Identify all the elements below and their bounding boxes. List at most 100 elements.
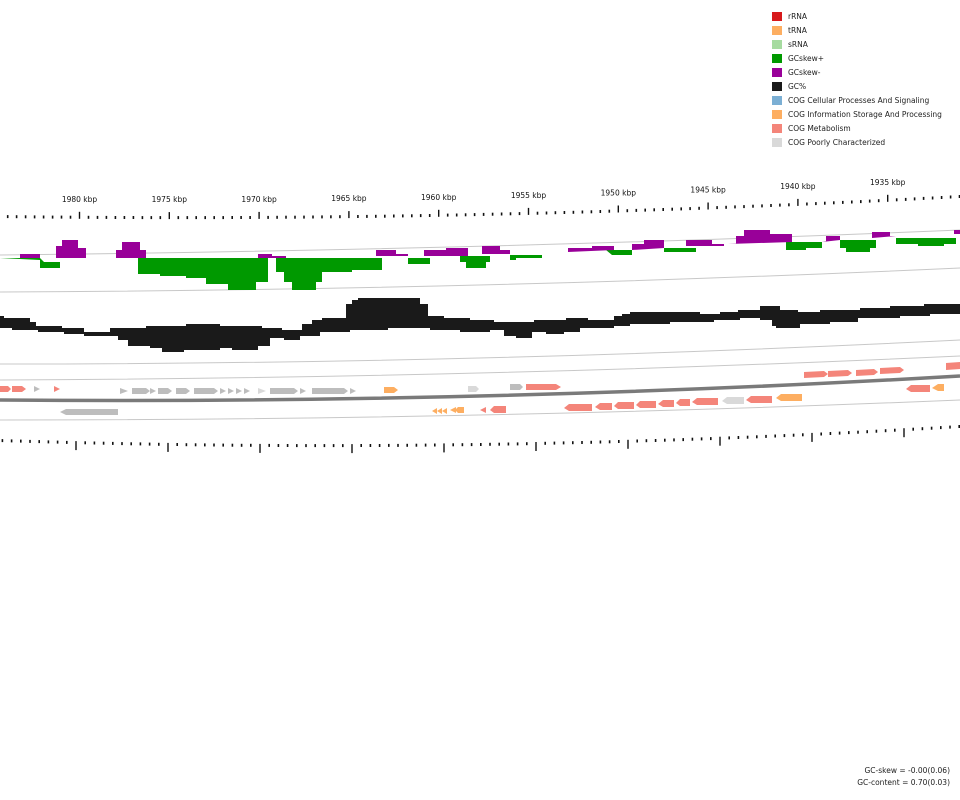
gc-content-stat: GC-content = 0.70(0.03) <box>857 778 950 787</box>
gc-skew-negative-area <box>20 230 960 258</box>
legend-label: GCskew- <box>788 67 821 77</box>
cog-metabolism-gene <box>0 386 11 392</box>
reverse-strand-features <box>60 384 944 415</box>
legend-item-cog-information: COG Information Storage And Processing <box>772 107 942 121</box>
kbp-label: 1935 kbp <box>870 178 906 187</box>
top-scale-ticks <box>6 194 960 220</box>
legend-swatch <box>772 123 782 133</box>
cog-poor-gene <box>194 388 218 394</box>
legend-swatch <box>772 109 782 119</box>
legend-item-srna: sRNA <box>772 37 942 51</box>
genome-stats: GC-skew = -0.00(0.06) GC-content = 0.70(… <box>857 766 950 790</box>
cog-metabolism-gene <box>804 371 828 378</box>
cog-poor-gene <box>244 388 250 394</box>
cog-poor-gene <box>236 388 242 394</box>
legend-swatch <box>772 39 782 49</box>
cog-poor-gene <box>34 386 40 392</box>
cog-metabolism-gene <box>906 385 930 392</box>
cog-metabolism-gene <box>692 398 718 405</box>
cog-metabolism-gene <box>54 386 60 392</box>
cog-metabolism-gene <box>636 401 656 408</box>
cog-poor-gene <box>468 386 479 392</box>
legend-item-cog-metabolism: COG Metabolism <box>772 121 942 135</box>
cog-metabolism-gene <box>658 400 674 407</box>
legend-item-gcskew-pos: GCskew+ <box>772 51 942 65</box>
gc-skew-stat: GC-skew = -0.00(0.06) <box>864 766 951 775</box>
kbp-label: 1940 kbp <box>780 182 816 191</box>
legend-swatch <box>772 67 782 77</box>
legend-swatch <box>772 137 782 147</box>
kbp-label: 1980 kbp <box>62 195 98 204</box>
cog-metabolism-gene <box>614 402 634 409</box>
gc-skew-positive-area <box>0 238 956 290</box>
cog-poor-gene <box>176 388 190 394</box>
kbp-label: 1975 kbp <box>152 195 188 204</box>
cog-info-gene <box>384 387 398 393</box>
legend-item-gc-percent: GC% <box>772 79 942 93</box>
cog-info-gene <box>432 408 437 414</box>
track-guide-line <box>0 399 960 421</box>
cog-poor-gene <box>258 388 266 394</box>
legend-label: sRNA <box>788 39 808 49</box>
forward-strand-features <box>0 362 960 394</box>
cog-metabolism-gene <box>746 396 772 403</box>
legend: rRNA tRNA sRNA GCskew+ GCskew- GC% COG C… <box>772 9 942 149</box>
cog-info-gene <box>437 408 442 414</box>
cog-metabolism-gene <box>490 406 506 413</box>
cog-poor-gene <box>158 388 172 394</box>
cog-info-gene <box>450 407 456 413</box>
cog-poor-gene <box>150 388 156 394</box>
track-guide-line <box>0 355 960 381</box>
kbp-label: 1970 kbp <box>241 195 277 204</box>
legend-swatch <box>772 95 782 105</box>
cog-poor-gene <box>220 388 226 394</box>
cog-poor-gene <box>60 409 118 415</box>
legend-item-rrna: rRNA <box>772 9 942 23</box>
legend-item-cog-cellular: COG Cellular Processes And Signaling <box>772 93 942 107</box>
cog-metabolism-gene <box>880 367 904 374</box>
kbp-axis-labels: 1980 kbp 1975 kbp 1970 kbp 1965 kbp 1960 kbp… <box>62 178 906 204</box>
cog-poor-gene <box>510 384 523 390</box>
cog-poor-gene <box>722 397 744 404</box>
gc-content-area <box>0 298 960 352</box>
cog-metabolism-gene <box>676 399 690 406</box>
legend-item-trna: tRNA <box>772 23 942 37</box>
legend-label: COG Information Storage And Processing <box>788 109 942 119</box>
kbp-label: 1960 kbp <box>421 193 457 202</box>
genome-backbone <box>0 374 960 403</box>
legend-swatch <box>772 11 782 21</box>
cog-metabolism-gene <box>480 407 486 413</box>
cog-metabolism-gene <box>946 362 960 370</box>
cog-metabolism-gene <box>12 386 26 392</box>
track-guide-line <box>0 339 960 365</box>
legend-label: COG Poorly Characterized <box>788 137 886 147</box>
cog-info-gene <box>442 408 447 414</box>
legend-label: GC% <box>788 81 807 91</box>
cog-poor-gene <box>350 388 356 394</box>
legend-item-cog-poor: COG Poorly Characterized <box>772 135 942 149</box>
legend-label: GCskew+ <box>788 53 825 63</box>
legend-swatch <box>772 53 782 63</box>
cog-poor-gene <box>120 388 128 394</box>
kbp-label: 1945 kbp <box>690 186 726 195</box>
kbp-label: 1950 kbp <box>601 189 637 198</box>
cog-metabolism-gene <box>526 384 561 390</box>
track-guide-line <box>0 267 960 293</box>
legend-label: COG Cellular Processes And Signaling <box>788 95 930 105</box>
legend-swatch <box>772 81 782 91</box>
legend-label: COG Metabolism <box>788 123 851 133</box>
cog-poor-gene <box>228 388 234 394</box>
kbp-label: 1955 kbp <box>511 191 547 200</box>
cog-metabolism-gene <box>595 403 612 410</box>
bottom-scale-ticks <box>1 425 960 454</box>
cog-poor-gene <box>132 388 150 394</box>
cog-poor-gene <box>312 388 348 394</box>
cog-info-gene <box>776 394 802 401</box>
cog-info-gene <box>455 407 464 413</box>
cog-poor-gene <box>270 388 298 394</box>
legend-label: rRNA <box>788 11 808 21</box>
cog-metabolism-gene <box>828 370 852 377</box>
cog-info-gene <box>932 384 944 391</box>
kbp-label: 1965 kbp <box>331 194 367 203</box>
